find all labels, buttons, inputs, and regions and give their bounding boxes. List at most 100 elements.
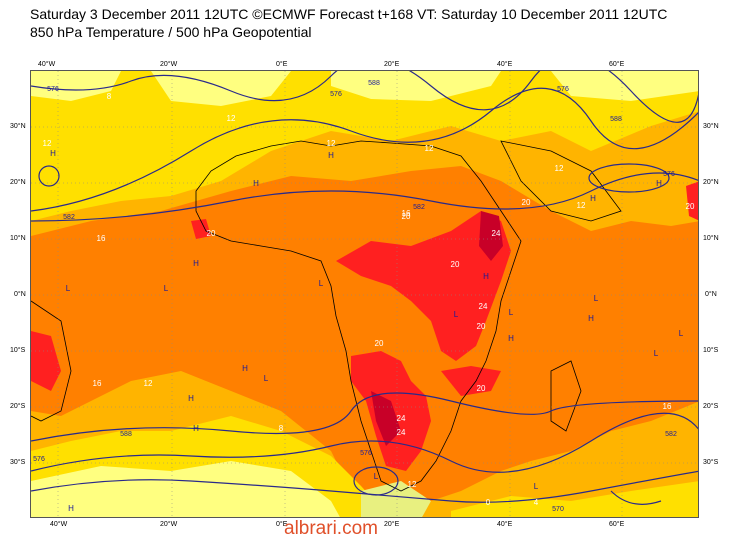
lon-label-bottom-40w: 40°W xyxy=(50,521,68,528)
pressure-center-label: H xyxy=(328,151,334,160)
chart-title-line-1: Saturday 3 December 2011 12UTC ©ECMWF Fo… xyxy=(30,6,668,22)
temp-label: 8 xyxy=(279,424,284,433)
south-america-coastline xyxy=(31,300,72,422)
lat-label-right-20n: 20°N xyxy=(703,179,719,186)
pressure-center-label: L xyxy=(454,310,459,319)
pressure-center-label: H xyxy=(508,334,514,343)
temp-label: 24 xyxy=(492,229,501,238)
arabia-coastline xyxy=(500,140,622,222)
contour-576-north xyxy=(31,71,698,123)
temp-band-20-24-east-africa xyxy=(336,211,511,361)
lat-label-right-10s: 10°S xyxy=(703,347,719,354)
geopotential-label: 582 xyxy=(63,214,75,221)
pressure-center-label: L xyxy=(534,482,539,491)
geopotential-label: 576 xyxy=(663,171,675,178)
temp-label: 20 xyxy=(522,198,531,207)
lat-label-left-20s: 20°S xyxy=(10,403,26,410)
pressure-center-label: H xyxy=(253,179,259,188)
pressure-center-label: H xyxy=(193,424,199,433)
lat-label-right-20s: 20°S xyxy=(703,403,719,410)
lat-label-right-30n: 30°N xyxy=(703,123,719,130)
lon-label-bottom-20w: 20°W xyxy=(160,521,178,528)
lat-label-left-10s: 10°S xyxy=(10,347,26,354)
map-grid xyxy=(31,71,698,517)
pressure-center-label: H xyxy=(483,272,489,281)
geopotential-label: 588 xyxy=(368,80,380,87)
contour-low-cape xyxy=(353,466,399,496)
lat-label-left-20n: 20°N xyxy=(10,179,26,186)
lat-label-right-10n: 10°N xyxy=(703,235,719,242)
geopotential-label: 576 xyxy=(47,86,59,93)
lat-label-right-30s: 30°S xyxy=(703,459,719,466)
contour-588-arabian-sea xyxy=(588,163,670,193)
temp-band-4-8-nw xyxy=(31,71,121,101)
lon-label-top-0e: 0°E xyxy=(276,61,288,68)
geopotential-label: 576 xyxy=(557,86,569,93)
lat-label-left-10n: 10°N xyxy=(10,235,26,242)
lat-label-right-0n: 0°N xyxy=(705,291,717,298)
lat-label-left-0n: 0°N xyxy=(14,291,26,298)
pressure-center-label: L xyxy=(509,308,514,317)
pressure-center-label: H xyxy=(68,504,74,513)
weather-map: 8 12 12 16 20 20 24 20 24 20 24 16 20 12… xyxy=(30,70,699,518)
temp-band-20-24-west-africa xyxy=(191,219,211,239)
temp-label: 12 xyxy=(577,201,586,210)
temp-label: 20 xyxy=(477,384,486,393)
temp-label: 16 xyxy=(663,402,672,411)
temp-band-24-plus-ethiopia xyxy=(479,211,503,261)
lat-label-left-30s: 30°S xyxy=(10,459,26,466)
pressure-center-label: L xyxy=(319,279,324,288)
temp-label: 12 xyxy=(43,139,52,148)
pressure-centers: H H H L L H L H H L L L H H H L H L L H … xyxy=(50,149,684,513)
pressure-center-label: H xyxy=(188,394,194,403)
temp-label: 12 xyxy=(408,480,417,489)
contour-582-north xyxy=(31,172,698,222)
pressure-center-label: H xyxy=(193,259,199,268)
temp-label: 8 xyxy=(107,92,112,101)
temp-label: 20 xyxy=(686,202,695,211)
temp-label: 12 xyxy=(555,164,564,173)
lat-label-left-30n: 30°N xyxy=(10,123,26,130)
geopotential-label: 588 xyxy=(120,431,132,438)
geopotential-contours xyxy=(31,71,698,505)
temp-label: 16 xyxy=(402,209,411,218)
geopotential-label: 570 xyxy=(552,506,564,513)
pressure-center-label: L xyxy=(264,374,269,383)
temp-label: 0 xyxy=(486,498,491,507)
lon-label-bottom-20e: 20°E xyxy=(384,521,400,528)
temp-band-20-24-brazil xyxy=(31,331,61,391)
temp-label: 12 xyxy=(327,139,336,148)
temp-label: 24 xyxy=(397,414,406,423)
temp-label: 24 xyxy=(479,302,488,311)
pressure-center-label: L xyxy=(164,284,169,293)
temp-label: 20 xyxy=(451,260,460,269)
temp-label: 16 xyxy=(93,379,102,388)
temp-label: 20 xyxy=(402,212,411,221)
temp-band-24-plus-kalahari xyxy=(371,391,401,446)
pressure-center-label: H xyxy=(242,364,248,373)
temp-band-pale-cape xyxy=(361,481,431,517)
temp-label: 4 xyxy=(534,498,539,507)
pressure-center-label: L xyxy=(66,284,71,293)
temp-label: 16 xyxy=(97,234,106,243)
pressure-center-label: L xyxy=(594,294,599,303)
pressure-center-label: L xyxy=(654,349,659,358)
coastlines xyxy=(31,140,622,492)
pressure-center-label: H xyxy=(656,179,662,188)
lon-label-top-20w: 20°W xyxy=(160,61,178,68)
temp-label: 20 xyxy=(207,229,216,238)
pressure-center-label: H xyxy=(588,314,594,323)
pressure-center-label: H xyxy=(590,194,596,203)
contour-ring-west xyxy=(38,165,60,187)
lon-label-top-40e: 40°E xyxy=(497,61,513,68)
lon-label-top-20e: 20°E xyxy=(384,61,400,68)
temp-band-4-8-south-atlantic xyxy=(31,461,340,517)
temp-band-8-12-north xyxy=(31,71,698,221)
temp-band-20-24-mozambique xyxy=(441,366,501,396)
map-svg: 8 12 12 16 20 20 24 20 24 20 24 16 20 12… xyxy=(31,71,698,517)
temp-band-4-8-mediterranean xyxy=(331,71,501,101)
temperature-labels: 8 12 12 16 20 20 24 20 24 20 24 16 20 12… xyxy=(43,92,695,507)
temp-label: 20 xyxy=(375,339,384,348)
temp-band-20-24-arabian-sea xyxy=(686,181,698,221)
contour-588-north xyxy=(31,87,698,212)
